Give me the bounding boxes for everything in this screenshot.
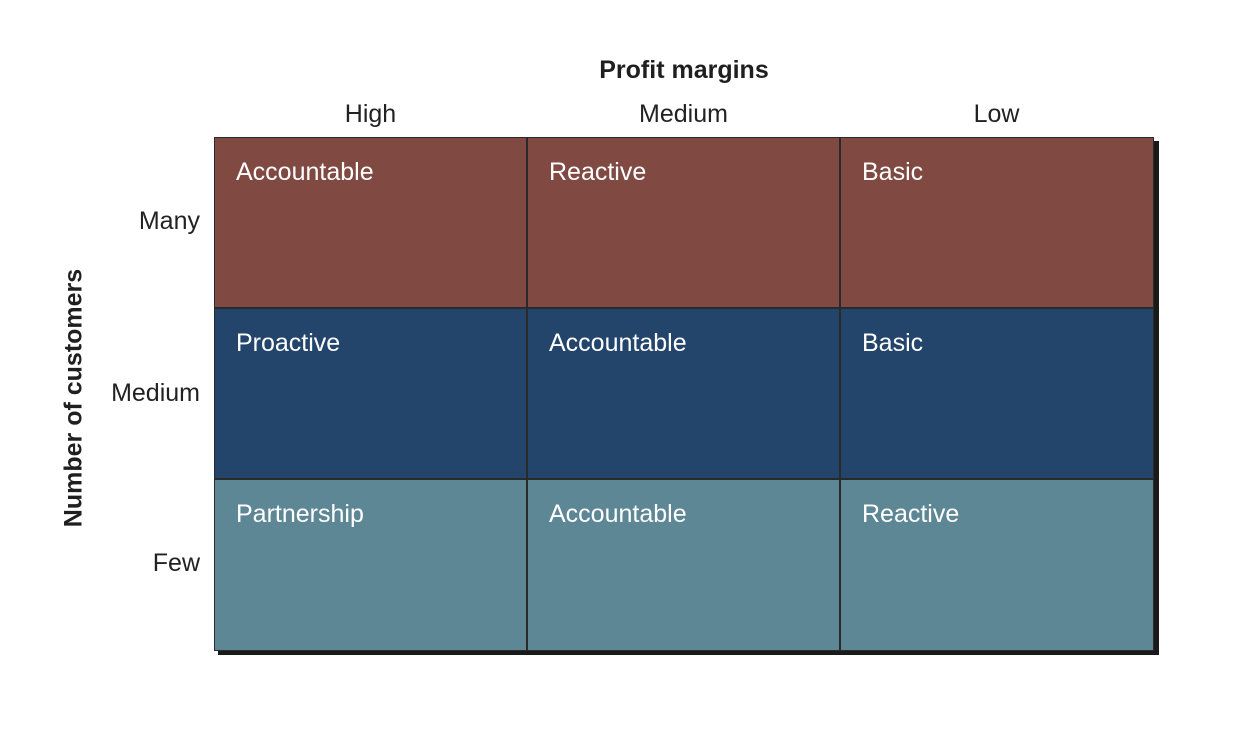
x-axis-title: Profit margins	[599, 56, 769, 84]
row-header-few: Few	[152, 549, 200, 577]
matrix-cell-many-medium: Reactive	[527, 137, 840, 308]
matrix-cell-many-high: Accountable	[214, 137, 527, 308]
matrix-cell-medium-high: Proactive	[214, 308, 527, 479]
matrix-cell-many-low: Basic	[840, 137, 1154, 308]
y-axis-title: Number of customers	[59, 268, 88, 528]
matrix-cell-few-high: Partnership	[214, 479, 527, 651]
column-header-high: High	[344, 100, 397, 128]
matrix-cell-few-low: Reactive	[840, 479, 1154, 651]
row-header-many: Many	[138, 207, 200, 235]
matrix-cell-medium-low: Basic	[840, 308, 1154, 479]
customer-service-matrix: Accountable Reactive Basic Proactive Acc…	[214, 137, 1154, 651]
row-header-medium: Medium	[111, 379, 200, 407]
column-header-medium: Medium	[639, 100, 728, 128]
column-header-low: Low	[973, 100, 1020, 128]
matrix-cell-medium-medium: Accountable	[527, 308, 840, 479]
matrix-cell-few-medium: Accountable	[527, 479, 840, 651]
